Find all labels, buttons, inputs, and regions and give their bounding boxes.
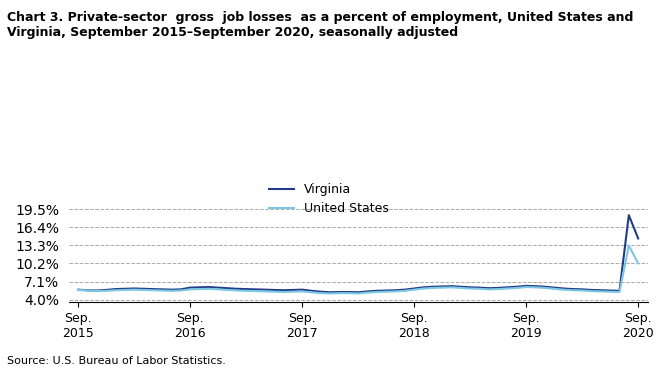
Line: United States: United States [78,245,638,293]
Text: Source: U.S. Bureau of Labor Statistics.: Source: U.S. Bureau of Labor Statistics. [7,356,226,366]
United States [186,287,194,292]
Virginia [270,288,278,292]
Virginia [205,285,213,289]
United States [419,286,427,291]
United States [382,289,390,294]
United States [205,287,213,291]
Virginia [634,236,642,240]
United States [270,289,278,294]
Virginia [326,290,334,295]
United States [625,243,633,248]
Virginia [186,285,194,290]
Virginia [74,287,82,292]
United States [74,288,82,292]
Virginia [625,213,633,218]
Virginia [382,288,390,293]
United States [634,261,642,266]
Legend: Virginia, United States: Virginia, United States [264,178,394,221]
Virginia [569,287,577,291]
United States [569,288,577,292]
United States [326,291,334,296]
Line: Virginia: Virginia [78,215,638,292]
Text: Chart 3. Private-sector  gross  job losses  as a percent of employment, United S: Chart 3. Private-sector gross job losses… [7,11,633,39]
Virginia [419,285,427,290]
